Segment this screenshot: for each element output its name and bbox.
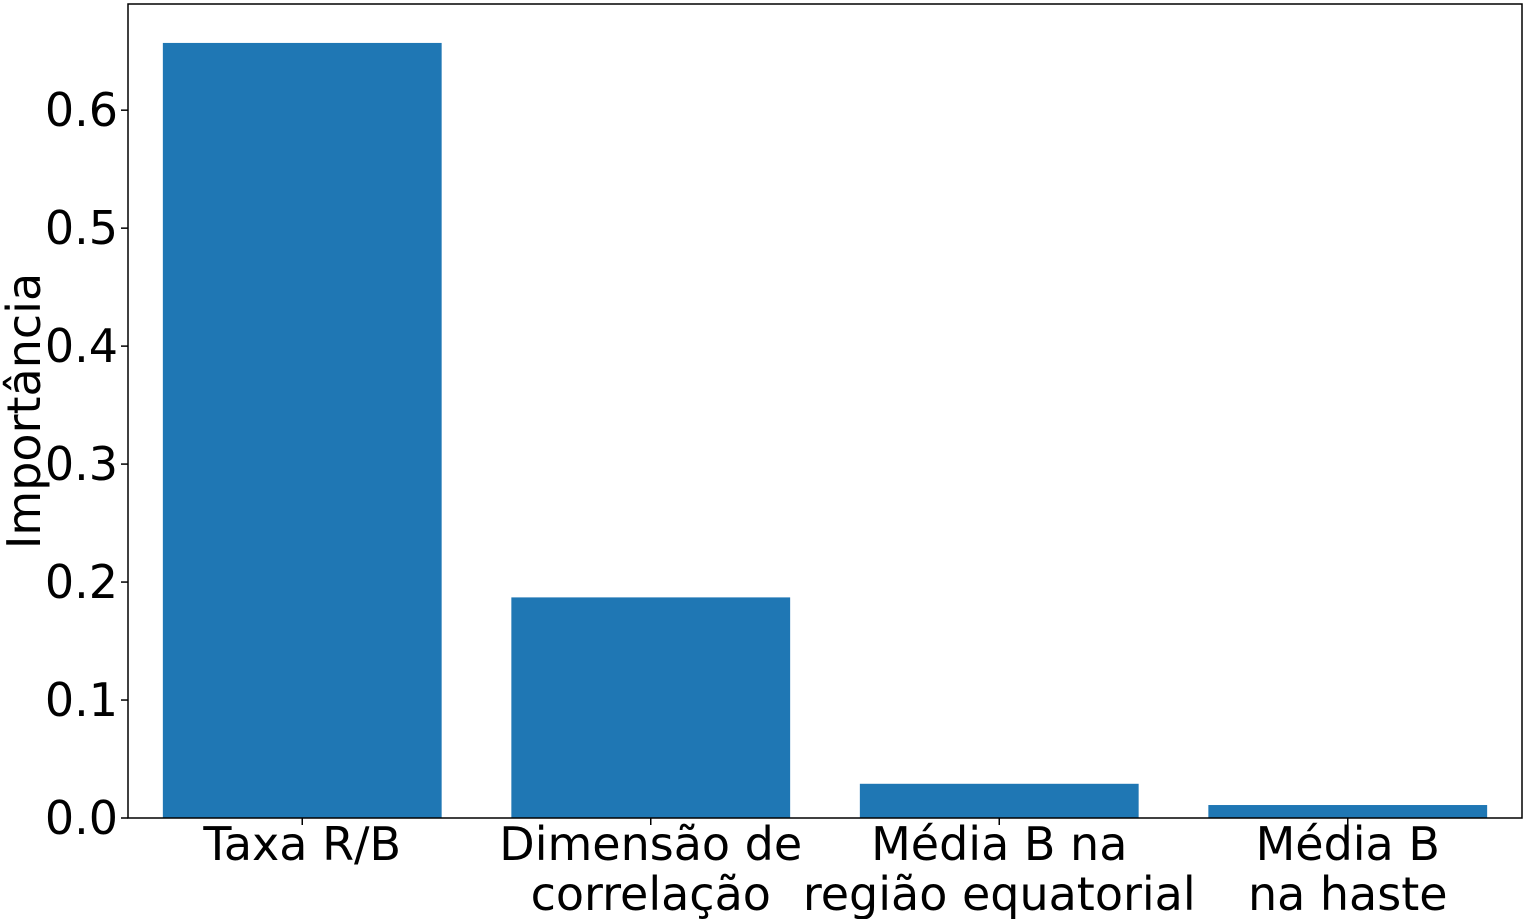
y-axis-title: Importância	[0, 273, 51, 549]
bar-3	[859, 783, 1139, 818]
y-tick-label: 0.3	[45, 437, 118, 491]
y-tick-label: 0.5	[45, 201, 118, 255]
x-tick-label: Taxa R/B	[202, 817, 401, 871]
bar-1	[162, 42, 442, 819]
y-tick-label: 0.6	[45, 83, 118, 137]
x-tick-label-line: correlação	[531, 867, 771, 919]
y-tick-label: 0.1	[45, 673, 118, 727]
plot-frame	[127, 3, 1523, 819]
y-tick-label: 0.0	[45, 791, 118, 845]
x-tick-label-line: Média B	[1256, 817, 1440, 871]
x-tick-label-line: Dimensão de	[499, 817, 802, 871]
x-tick-label-line: região equatorial	[803, 867, 1196, 919]
x-tick-label-line: na haste	[1248, 867, 1448, 919]
y-axis: 0.0 0.1 0.2 0.3 0.4 0.5 0.6	[45, 83, 128, 845]
bar-2	[511, 597, 791, 818]
x-tick-label: Dimensão de correlação	[499, 817, 802, 919]
x-tick-label-line: Taxa R/B	[202, 817, 401, 871]
y-tick-label: 0.2	[45, 555, 118, 609]
y-tick-label: 0.4	[45, 319, 118, 373]
bar-4	[1208, 805, 1488, 818]
bars-group	[162, 42, 1488, 819]
x-tick-label: Média B na região equatorial	[803, 817, 1196, 919]
x-tick-label-line: Média B na	[871, 817, 1127, 871]
